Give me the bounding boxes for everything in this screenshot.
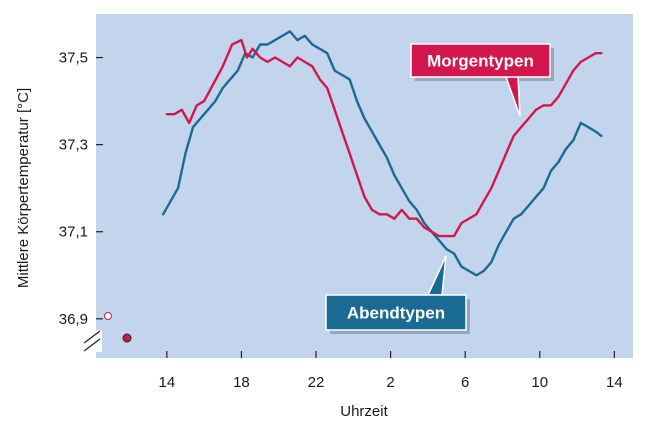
marker-filled (122, 333, 132, 343)
y-axis-title: Mittlere Körpertemperatur [°C] (15, 88, 32, 288)
x-axis-title: Uhrzeit (340, 403, 388, 420)
y-tick-label: 36,9 (59, 311, 88, 328)
callout-abendtypen: Abendtypen (325, 255, 470, 334)
x-tick-label: 18 (233, 374, 250, 391)
axis-break-slash (83, 338, 101, 352)
marker-hollow (104, 312, 112, 320)
y-tick-label: 37,3 (59, 137, 88, 154)
callout-box (410, 43, 551, 78)
callout-morgentypen: Morgentypen (410, 43, 554, 117)
x-tick-label: 10 (531, 374, 548, 391)
x-tick-label: 6 (461, 374, 469, 391)
callout-label: Abendtypen (347, 304, 445, 323)
series-line-morgentypen (165, 38, 603, 238)
series-layer (161, 30, 603, 277)
y-tick-label: 37,1 (59, 224, 88, 241)
callouts: Morgentypen Abendtypen (325, 43, 554, 334)
series-line-abendtypen (161, 30, 603, 277)
axis-break-icon (82, 330, 102, 352)
axis-break-gap (82, 330, 102, 352)
callout-label: Morgentypen (427, 52, 534, 71)
legend-markers (104, 312, 132, 343)
tick-marks (96, 56, 615, 358)
y-tick-label: 37,5 (59, 50, 88, 67)
callout-box (325, 294, 467, 331)
x-tick-label: 22 (308, 374, 325, 391)
x-tick-label: 14 (606, 374, 623, 391)
axis-break-slash (83, 330, 101, 344)
x-tick-label: 2 (386, 374, 394, 391)
x-tick-label: 14 (159, 374, 176, 391)
